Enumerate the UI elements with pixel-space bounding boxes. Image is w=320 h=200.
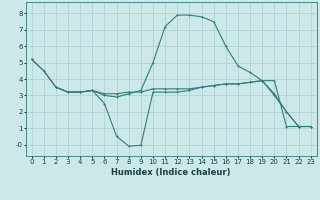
X-axis label: Humidex (Indice chaleur): Humidex (Indice chaleur) <box>111 168 231 177</box>
